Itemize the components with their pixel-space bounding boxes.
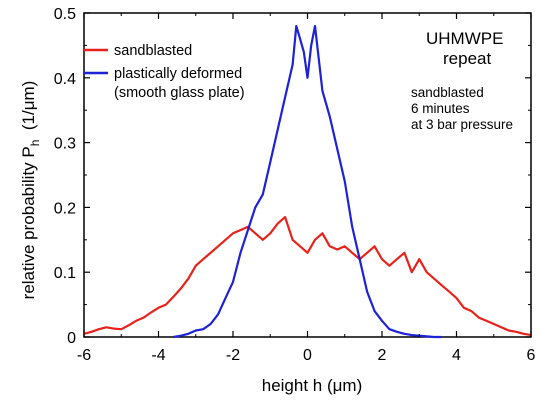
annotation-note-line-3: at 3 bar pressure <box>411 117 513 132</box>
y-axis-label: relative probability Ph (1/μm) <box>19 81 42 300</box>
y-axis-label-unit: (1/μm) <box>19 81 38 130</box>
y-axis-label-subscript: h <box>28 140 42 147</box>
y-tick-label: 0.5 <box>54 6 76 23</box>
x-tick-label: 0 <box>303 347 312 364</box>
x-axis-label: height h (μm) <box>262 376 363 395</box>
x-tick-label: 4 <box>452 347 461 364</box>
y-tick-label: 0.1 <box>54 265 76 282</box>
annotations: UHMWPE repeat sandblasted 6 minutes at 3… <box>411 29 513 132</box>
annotation-title-line-2: repeat <box>443 49 491 68</box>
annotation-note-line-2: 6 minutes <box>411 101 470 116</box>
legend-label-plastically-deformed: plastically deformed <box>114 66 242 82</box>
x-tick-label: -4 <box>151 347 165 364</box>
legend-label-sandblasted: sandblasted <box>114 43 192 59</box>
x-tick-label: 6 <box>527 347 536 364</box>
svg-text:relative probability Ph (1/μm: relative probability Ph (1/μm) <box>19 81 42 300</box>
plot-area: -6 -4 -2 0 2 4 6 0 0.1 0.2 0.3 0.4 0.5 <box>54 6 536 364</box>
legend-label-plastically-deformed-2: (smooth glass plate) <box>114 85 245 101</box>
ticks-group: -6 -4 -2 0 2 4 6 0 0.1 0.2 0.3 0.4 0.5 <box>54 6 536 364</box>
x-tick-label: -6 <box>77 347 91 364</box>
series-group <box>83 24 532 339</box>
series-line-plastically-deformed <box>173 24 442 339</box>
y-tick-label: 0.2 <box>54 200 76 217</box>
series-line-sandblasted <box>83 216 532 337</box>
annotation-title-line-1: UHMWPE <box>426 29 503 48</box>
x-tick-label: -2 <box>226 347 240 364</box>
legend: sandblasted plastically deformed (smooth… <box>84 43 245 101</box>
y-tick-label: 0.4 <box>54 71 76 88</box>
y-tick-label: 0.3 <box>54 136 76 153</box>
annotation-note-line-1: sandblasted <box>411 85 484 100</box>
x-tick-label: 2 <box>378 347 387 364</box>
y-axis-label-main: relative probability P <box>19 146 38 299</box>
y-tick-label: 0 <box>67 330 76 347</box>
